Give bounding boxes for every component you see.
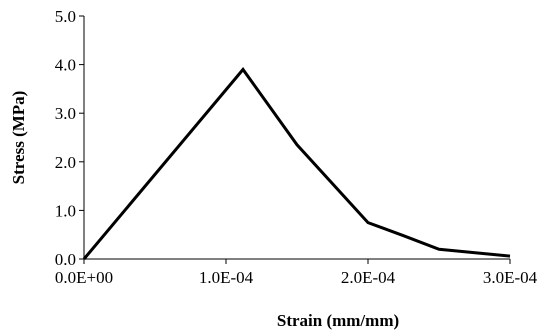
stress-strain-series-line: [82, 67, 511, 260]
y-tick-label: 1.0: [55, 201, 76, 220]
y-axis-ticks: 0.0 1.0 2.0 3.0 4.0 5.0: [55, 7, 84, 269]
x-tick-label: 3.0E-04: [483, 268, 538, 287]
x-tick-label: 2.0E-04: [341, 268, 396, 287]
plot-area: 0.0 1.0 2.0 3.0 4.0 5.0 0.0E+00 1.0E-04 2.0E-04…: [55, 7, 538, 287]
y-tick-label: 5.0: [55, 7, 76, 26]
x-tick-label: 0.0E+00: [55, 268, 113, 287]
y-tick-label: 0.0: [55, 250, 76, 269]
y-tick-label: 2.0: [55, 153, 76, 172]
y-tick-label: 4.0: [55, 56, 76, 75]
x-axis-ticks: 0.0E+00 1.0E-04 2.0E-04 3.0E-04: [55, 259, 538, 287]
x-axis-title: Strain (mm/mm): [277, 311, 399, 330]
y-tick-label: 3.0: [55, 104, 76, 123]
y-axis-title: Stress (MPa): [9, 91, 28, 185]
x-tick-label: 1.0E-04: [199, 268, 254, 287]
